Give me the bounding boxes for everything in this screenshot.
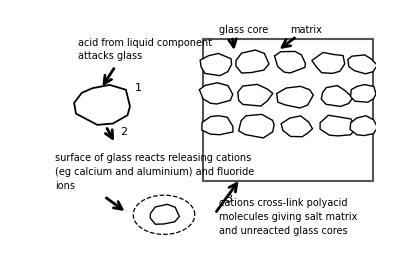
Text: and unreacted glass cores: and unreacted glass cores [219,226,348,236]
Text: 2: 2 [120,127,127,137]
Polygon shape [200,53,232,76]
Polygon shape [350,116,377,136]
Polygon shape [320,115,356,136]
Text: 3: 3 [226,194,232,204]
Polygon shape [202,116,233,135]
Text: glass core: glass core [219,25,268,35]
Text: matrix: matrix [291,25,322,35]
Text: surface of glass reacts releasing cations: surface of glass reacts releasing cation… [56,153,252,163]
Text: 1: 1 [135,83,142,93]
Polygon shape [275,51,305,73]
Text: ions: ions [56,181,76,191]
Polygon shape [199,83,233,104]
Polygon shape [312,53,345,73]
Polygon shape [74,85,130,125]
Polygon shape [348,55,377,74]
Text: acid from liquid component
attacks glass: acid from liquid component attacks glass [78,38,212,61]
Text: (eg calcium and aluminium) and fluoride: (eg calcium and aluminium) and fluoride [56,167,255,177]
Polygon shape [281,116,313,137]
Text: molecules giving salt matrix: molecules giving salt matrix [219,212,357,222]
Polygon shape [236,50,269,73]
Polygon shape [239,114,274,138]
Polygon shape [238,84,273,106]
Polygon shape [150,204,179,224]
Text: cations cross-link polyacid: cations cross-link polyacid [219,198,348,208]
Bar [203,39,373,181]
Polygon shape [351,85,376,102]
Polygon shape [321,85,353,106]
Polygon shape [277,86,314,108]
